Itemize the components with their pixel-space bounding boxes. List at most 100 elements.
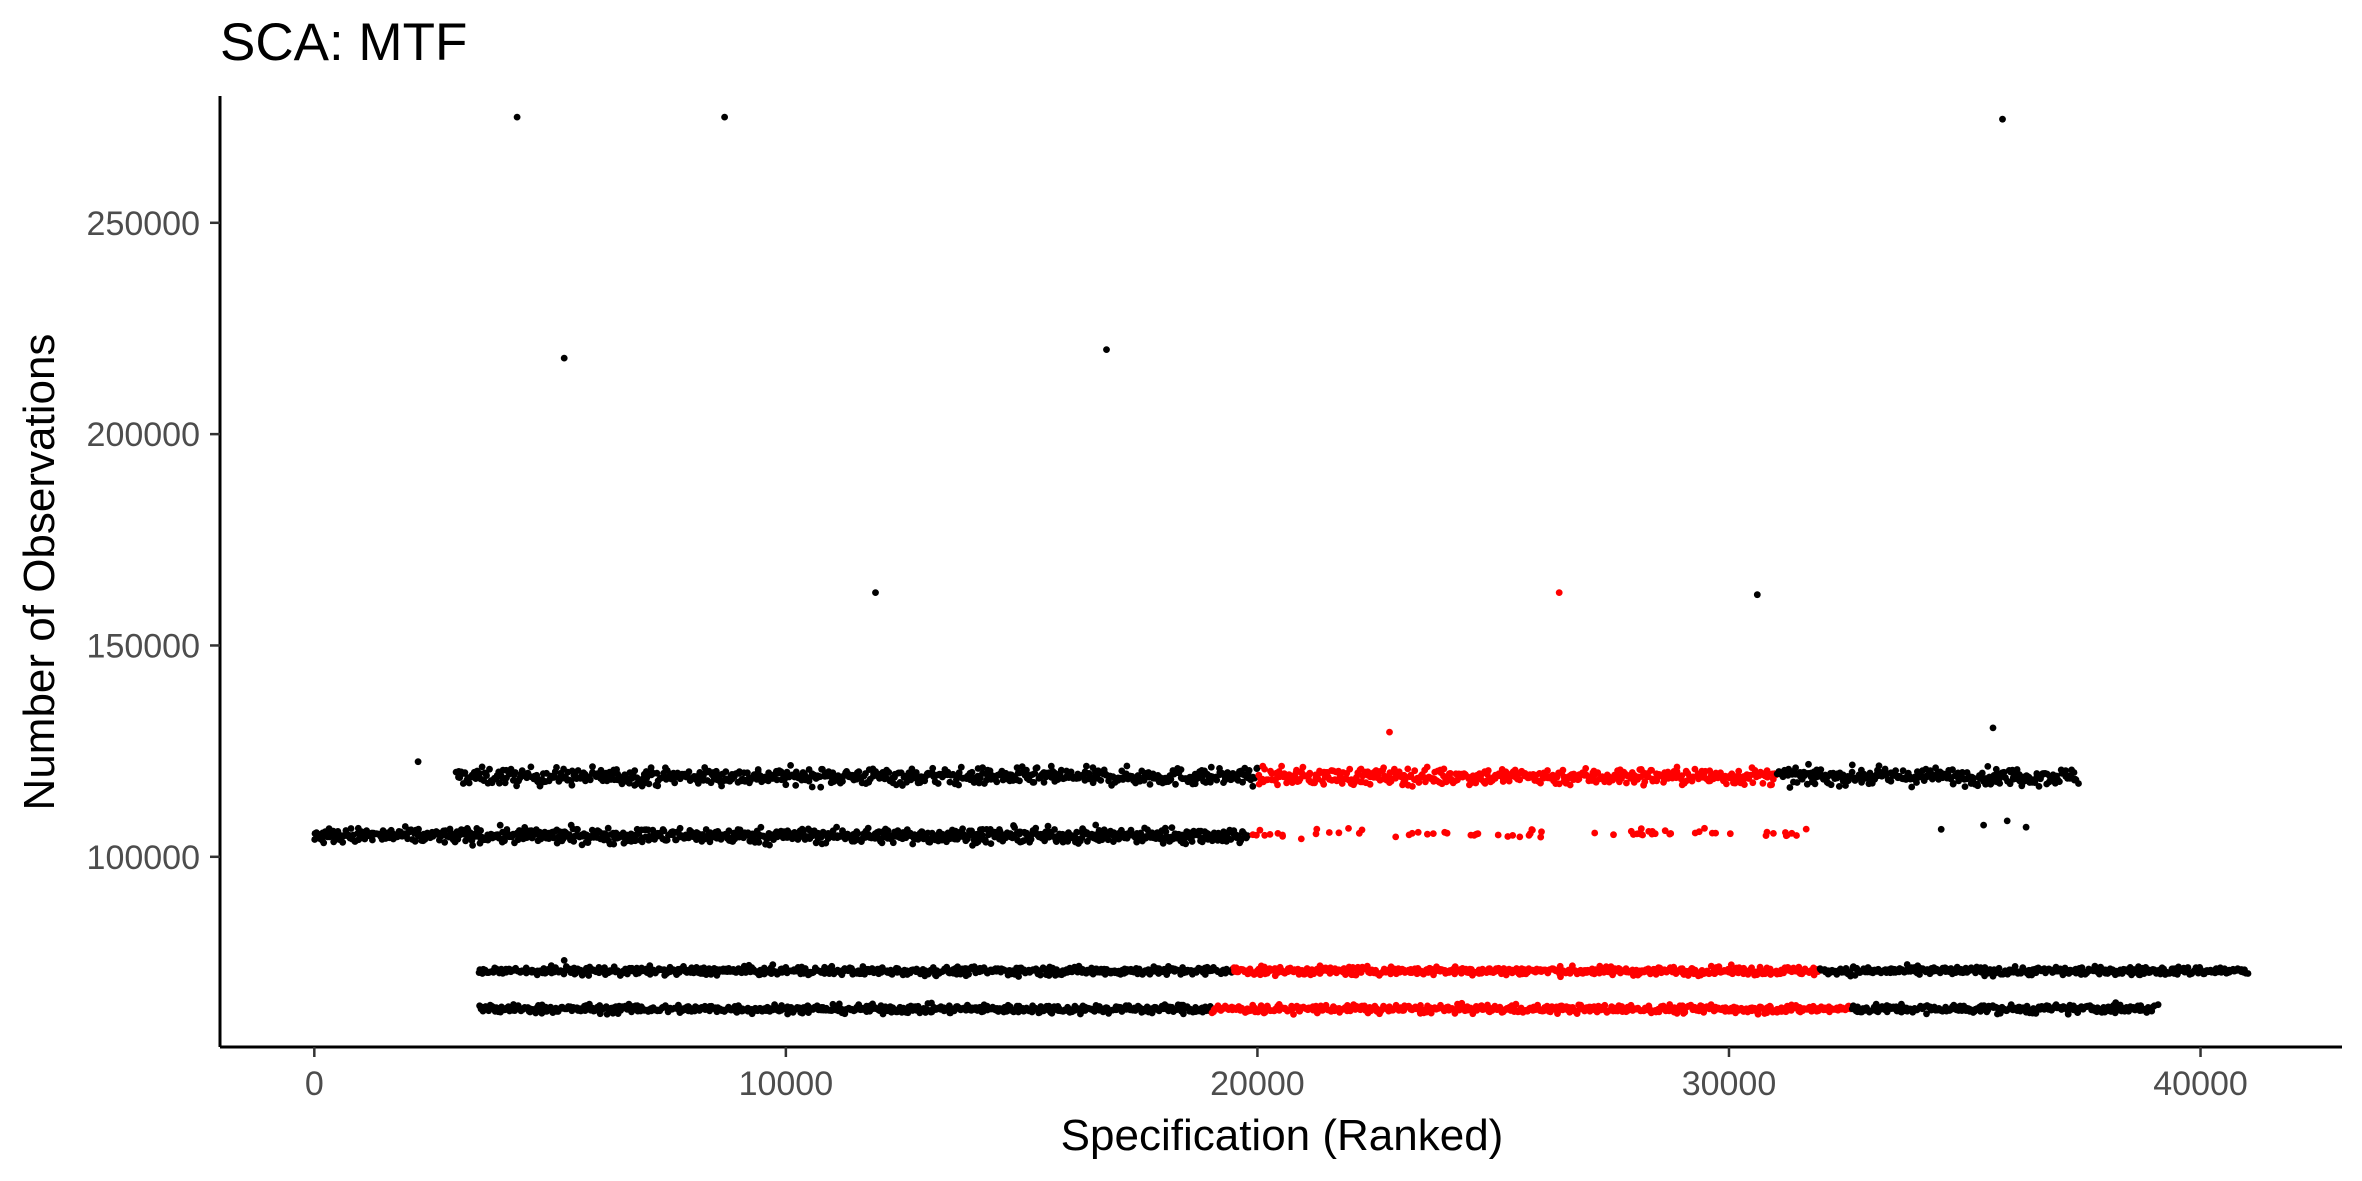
data-point [496,779,503,787]
data-point [1016,777,1023,785]
data-point [1835,783,1843,790]
data-point [817,783,825,791]
data-point [1678,772,1686,779]
data-point [553,764,560,771]
data-point [722,768,730,775]
data-point [347,825,355,832]
data-point [694,780,702,787]
data-point [320,839,328,847]
data-point [1172,780,1179,788]
data-point [2035,783,2043,790]
data-point [1288,779,1296,786]
data-point [1168,824,1176,831]
data-point [1239,778,1246,786]
data-point [570,837,578,845]
data-point [1320,781,1328,788]
data-point [1932,764,1939,772]
data-point [1188,838,1196,845]
data-point [1754,1010,1762,1018]
data-point [1033,764,1041,772]
data-point [2075,780,2082,787]
data-point [1529,826,1536,834]
data-point [461,769,469,776]
data-point [1811,780,1819,788]
data-point [1648,766,1655,774]
data-point [1641,778,1649,786]
data-point [1404,765,1412,773]
data-point [1441,828,1449,836]
data-point [514,836,522,844]
data-point [1768,781,1775,789]
data-point [1763,828,1771,836]
data-point [885,769,893,776]
data-point [1470,831,1478,839]
data-point [589,763,596,771]
data-point [456,774,464,781]
data-point [878,839,886,847]
data-point [1974,782,1982,790]
data-point [1712,829,1719,837]
data-point [1297,835,1305,843]
data-point [1627,827,1635,835]
data-point [1673,763,1681,771]
data-point [1726,830,1734,838]
data-point [769,961,777,969]
data-point [1499,775,1507,783]
data-point [1782,829,1789,836]
data-point [766,841,773,849]
data-point [631,767,639,775]
data-point [854,830,862,837]
data-point [968,768,976,776]
data-point [1253,831,1260,839]
data-point [1423,763,1431,771]
data-point [685,768,693,776]
data-point [1440,765,1448,773]
data-point [889,839,897,847]
data-point [1788,829,1796,837]
data-point [1358,826,1366,834]
data-point [1484,767,1492,774]
data-point [469,841,476,849]
data-point [974,838,982,846]
data-point [1735,767,1743,775]
data-point [792,782,800,789]
data-point [808,783,816,791]
data-point [660,827,668,835]
data-point [1802,825,1810,833]
data-point [574,767,582,774]
data-point [574,826,581,833]
data-point [1914,768,1921,776]
data-point [979,764,986,772]
data-point [1411,767,1419,775]
data-point [1299,763,1307,771]
data-point [1661,827,1669,835]
data-point [1097,777,1105,784]
data-point [1908,783,1916,791]
data-point [415,825,422,833]
data-point [1978,769,1986,777]
data-point [833,823,840,831]
data-point [653,769,661,777]
data-point [929,764,937,772]
data-point [1582,765,1590,772]
data-point [483,772,490,779]
data-point [676,824,684,832]
data-point [1177,766,1185,773]
data-point [369,836,376,844]
data-point [1409,783,1416,790]
data-point [1950,780,1957,787]
data-point [2000,768,2008,776]
data-point [987,840,995,847]
data-point [2062,767,2070,774]
data-point [1030,779,1038,786]
data-point [1261,765,1268,773]
data-point [1509,832,1517,839]
data-point [501,837,508,845]
data-point [1618,774,1625,782]
data-point [792,768,800,776]
data-point [586,776,594,784]
data-point [1261,831,1269,839]
data-point [1040,779,1048,786]
data-point [864,824,872,832]
data-point [1213,776,1221,784]
